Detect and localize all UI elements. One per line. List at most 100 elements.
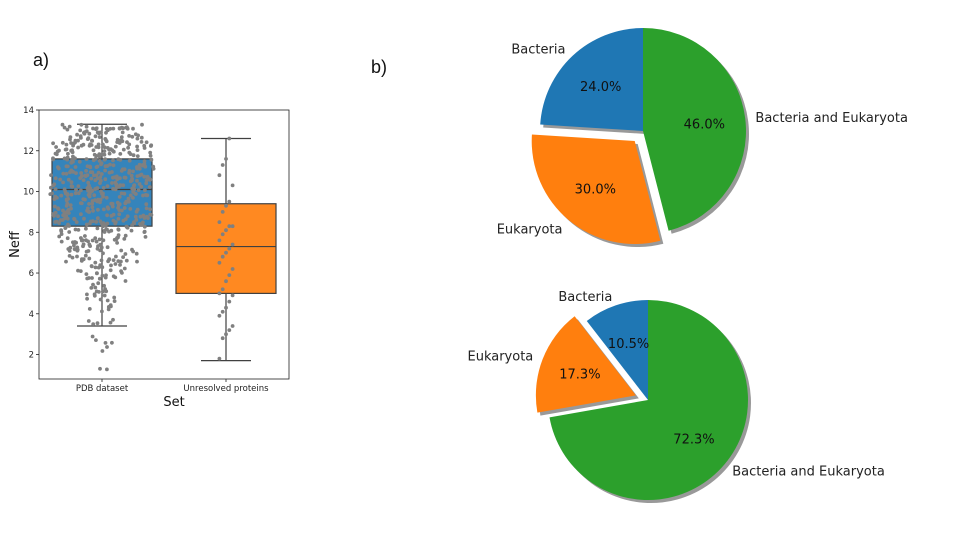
swarm-point bbox=[118, 152, 123, 156]
swarm-point bbox=[101, 238, 106, 243]
swarm-point bbox=[220, 163, 225, 167]
swarm-point bbox=[95, 246, 100, 251]
swarm-point bbox=[130, 134, 135, 139]
swarm-point bbox=[79, 188, 83, 193]
swarm-point bbox=[65, 157, 69, 162]
swarm-point bbox=[99, 245, 104, 250]
y-tick-label: 2 bbox=[29, 351, 34, 361]
swarm-point bbox=[230, 183, 235, 188]
swarm-point bbox=[69, 180, 74, 185]
swarm-point bbox=[148, 178, 152, 182]
swarm-point bbox=[126, 199, 131, 204]
swarm-point bbox=[87, 242, 92, 247]
swarm-point bbox=[94, 165, 99, 170]
swarm-point bbox=[91, 158, 96, 163]
pie-slice-bacteria-and-eukaryota bbox=[549, 300, 749, 500]
swarm-point bbox=[83, 253, 88, 258]
swarm-point bbox=[140, 163, 145, 168]
swarm-point bbox=[79, 171, 84, 175]
swarm-point bbox=[89, 176, 94, 181]
slice-percent-label: 24.0% bbox=[580, 80, 621, 95]
swarm-point bbox=[64, 171, 69, 176]
swarm-point bbox=[96, 145, 101, 150]
swarm-point bbox=[105, 213, 109, 218]
swarm-point bbox=[79, 122, 84, 127]
swarm-point bbox=[101, 186, 106, 190]
swarm-point bbox=[59, 228, 63, 233]
swarm-point bbox=[64, 164, 69, 169]
swarm-point bbox=[123, 233, 128, 238]
swarm-points bbox=[48, 122, 235, 372]
swarm-point bbox=[110, 148, 115, 153]
swarm-point bbox=[87, 131, 92, 136]
swarm-point bbox=[118, 158, 123, 162]
swarm-point bbox=[93, 260, 98, 265]
swarm-point bbox=[105, 298, 110, 303]
swarm-point bbox=[144, 193, 149, 198]
swarm-point bbox=[113, 144, 118, 149]
swarm-point bbox=[76, 145, 80, 150]
swarm-point bbox=[93, 134, 98, 139]
swarm-point bbox=[69, 192, 74, 197]
swarm-point bbox=[93, 198, 97, 203]
swarm-point bbox=[227, 328, 232, 332]
swarm-point bbox=[59, 239, 64, 244]
swarm-point bbox=[230, 242, 235, 247]
swarm-point bbox=[94, 220, 99, 224]
swarm-point bbox=[87, 202, 91, 206]
swarm-point bbox=[90, 138, 94, 143]
swarm-point bbox=[127, 158, 132, 163]
swarm-point bbox=[81, 242, 86, 247]
swarm-point bbox=[88, 186, 93, 191]
swarm-point bbox=[103, 341, 108, 345]
swarm-point bbox=[132, 183, 137, 188]
swarm-point bbox=[117, 126, 122, 131]
swarm-point bbox=[140, 122, 144, 127]
swarm-point bbox=[83, 173, 88, 178]
swarm-point bbox=[117, 212, 122, 217]
swarm-point bbox=[85, 296, 89, 301]
swarm-point bbox=[119, 248, 124, 253]
swarm-point bbox=[130, 223, 135, 228]
swarm-point bbox=[61, 171, 66, 176]
swarm-point bbox=[99, 162, 103, 167]
swarm-point bbox=[105, 184, 110, 189]
swarm-point bbox=[48, 192, 53, 197]
swarm-point bbox=[220, 309, 225, 314]
swarm-point bbox=[49, 185, 53, 190]
swarm-point bbox=[217, 173, 222, 178]
swarm-point bbox=[101, 251, 105, 256]
swarm-point bbox=[123, 279, 128, 283]
swarm-point bbox=[105, 245, 110, 250]
swarm-point bbox=[224, 203, 228, 208]
pie-chart-top: 24.0% Bacteria 30.0% Eukaryota 46.0% Bacteria… bbox=[497, 28, 908, 248]
swarm-point bbox=[227, 199, 232, 204]
swarm-point bbox=[98, 263, 103, 267]
swarm-point bbox=[102, 145, 107, 150]
slice-category-label: Bacteria and Eukaryota bbox=[755, 111, 908, 126]
swarm-point bbox=[87, 307, 92, 311]
swarm-point bbox=[142, 143, 147, 148]
swarm-point bbox=[51, 141, 55, 146]
swarm-point bbox=[95, 186, 100, 191]
swarm-point bbox=[86, 239, 90, 244]
panel-b-label: b) bbox=[371, 57, 388, 77]
swarm-point bbox=[144, 140, 149, 145]
swarm-point bbox=[139, 135, 144, 140]
swarm-point bbox=[110, 340, 114, 345]
swarm-point bbox=[125, 225, 130, 230]
slice-category-label: Bacteria and Eukaryota bbox=[732, 465, 885, 480]
swarm-point bbox=[52, 182, 57, 187]
swarm-point bbox=[113, 180, 118, 185]
swarm-point bbox=[75, 132, 79, 137]
swarm-point bbox=[59, 193, 64, 198]
swarm-point bbox=[145, 214, 149, 219]
swarm-point bbox=[74, 220, 79, 225]
swarm-point bbox=[217, 291, 222, 296]
swarm-point bbox=[94, 289, 99, 294]
slice-category-label: Bacteria bbox=[511, 42, 565, 57]
x-tick-label: PDB dataset bbox=[76, 384, 129, 394]
swarm-point bbox=[104, 195, 109, 200]
swarm-point bbox=[105, 221, 110, 226]
swarm-point bbox=[102, 283, 106, 288]
